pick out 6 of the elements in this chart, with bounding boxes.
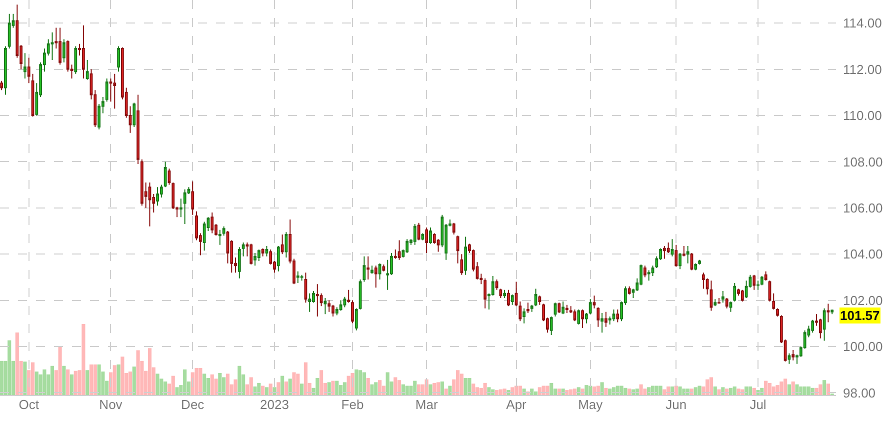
bar [0, 360, 4, 395]
bar [15, 332, 19, 395]
candlestick [8, 13, 11, 50]
candlestick [0, 80, 4, 91]
bar [8, 340, 12, 395]
candlestick [4, 46, 7, 96]
